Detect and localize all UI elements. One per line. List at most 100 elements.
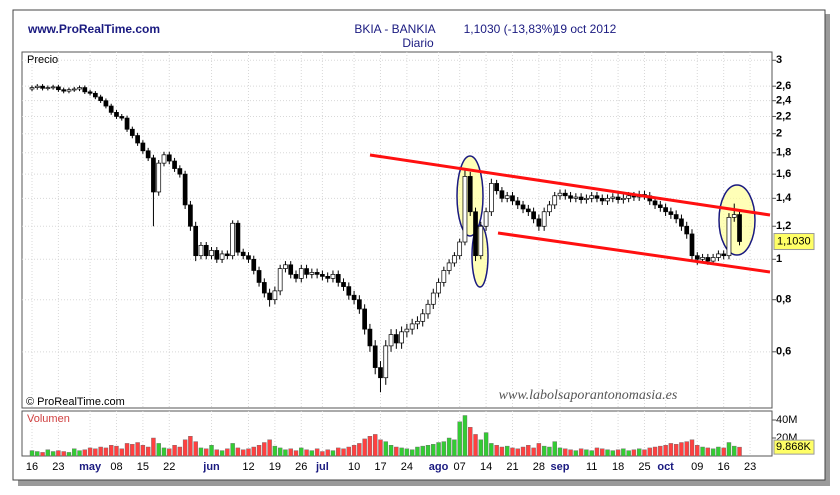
x-tick-label: 23 bbox=[52, 461, 64, 473]
volume-bar bbox=[420, 445, 425, 457]
volume-bar bbox=[541, 445, 547, 457]
volume-bar bbox=[452, 439, 457, 457]
volume-bar bbox=[536, 443, 542, 457]
x-tick-label: sep bbox=[551, 461, 570, 473]
volume-bar bbox=[600, 448, 605, 457]
candle-body bbox=[557, 192, 563, 197]
volume-bar bbox=[161, 447, 167, 457]
candle-body bbox=[357, 299, 362, 310]
volume-bar bbox=[219, 450, 225, 457]
x-tick-label: oct bbox=[657, 461, 674, 473]
volume-bar bbox=[256, 445, 262, 457]
last-close-label: 1,1030 bbox=[777, 235, 811, 247]
subtitle: Diario bbox=[402, 36, 434, 50]
volume-bar bbox=[673, 444, 679, 457]
volume-bar bbox=[441, 441, 447, 457]
candle-body bbox=[462, 176, 468, 243]
volume-bar bbox=[404, 448, 410, 457]
candle-body bbox=[668, 211, 674, 215]
candle-body bbox=[156, 162, 162, 193]
candle-body bbox=[87, 91, 93, 94]
volume-bar bbox=[489, 443, 494, 457]
x-tick-label: 08 bbox=[110, 461, 122, 473]
candle-body bbox=[483, 211, 489, 227]
candle-body bbox=[372, 345, 378, 368]
candle-body bbox=[536, 218, 542, 227]
volume-bar bbox=[721, 447, 726, 457]
x-tick-label: 17 bbox=[374, 461, 386, 473]
candle-body bbox=[589, 195, 595, 199]
volume-bar bbox=[605, 449, 610, 457]
candle-body bbox=[684, 225, 690, 235]
candle-body bbox=[293, 274, 299, 279]
volume-bar bbox=[66, 452, 72, 457]
volume-bar bbox=[336, 447, 341, 457]
volume-bar bbox=[130, 444, 135, 457]
volume-bar bbox=[293, 450, 299, 457]
candle-body bbox=[694, 255, 700, 260]
candle-body bbox=[473, 211, 478, 257]
candle-body bbox=[188, 204, 193, 227]
x-tick-label: 15 bbox=[137, 461, 149, 473]
candle-body bbox=[346, 286, 352, 296]
candle-body bbox=[425, 303, 431, 315]
candle-body bbox=[594, 195, 600, 199]
volume-bar bbox=[737, 446, 742, 457]
trend-line bbox=[497, 231, 771, 274]
date: 19 oct 2012 bbox=[554, 22, 617, 36]
volume-bar bbox=[415, 446, 420, 457]
candle-body bbox=[304, 268, 309, 275]
candle-body bbox=[615, 196, 621, 200]
candle-body bbox=[737, 214, 742, 242]
price-label: Precio bbox=[27, 54, 58, 66]
candle-body bbox=[494, 183, 499, 192]
candle-body bbox=[578, 196, 584, 200]
volume-bar bbox=[198, 447, 204, 457]
candle-body bbox=[129, 128, 135, 136]
volume-bar bbox=[446, 437, 452, 457]
candle-body bbox=[45, 87, 51, 89]
candle-body bbox=[726, 217, 732, 257]
volume-bar bbox=[230, 443, 235, 457]
candle-body bbox=[621, 197, 626, 200]
volume-bar bbox=[610, 450, 615, 457]
volume-bar bbox=[658, 445, 663, 457]
volume-bar bbox=[409, 449, 415, 457]
candle-body bbox=[415, 320, 420, 325]
volume-bar bbox=[140, 445, 146, 457]
last-volume-box bbox=[773, 439, 815, 455]
candle-body bbox=[409, 323, 415, 330]
volume-label: Volumen bbox=[27, 413, 70, 425]
candle-body bbox=[504, 195, 510, 199]
candle-body bbox=[367, 328, 373, 347]
candle-body bbox=[420, 313, 426, 322]
volume-bar bbox=[573, 450, 579, 457]
volume-bar bbox=[732, 445, 737, 457]
volume-bar bbox=[631, 449, 637, 457]
candle-body bbox=[34, 85, 40, 88]
x-tick-label: ago bbox=[429, 461, 449, 473]
candle-body bbox=[40, 85, 45, 89]
volume-bar bbox=[235, 447, 241, 457]
volume-bar bbox=[457, 421, 462, 457]
y-tick-label: 1,8 bbox=[776, 147, 791, 159]
volume-bar bbox=[98, 446, 103, 457]
volume-bar bbox=[663, 445, 668, 457]
last-close-box bbox=[773, 233, 815, 251]
volume-bar bbox=[151, 437, 156, 457]
candle-body bbox=[568, 195, 573, 199]
candle-body bbox=[277, 268, 283, 292]
volume-bar bbox=[473, 434, 478, 457]
volume-bar bbox=[679, 442, 684, 457]
price-panel bbox=[21, 51, 773, 409]
candle-body bbox=[663, 207, 668, 213]
candle-body bbox=[362, 308, 367, 330]
candle-body bbox=[140, 142, 146, 152]
volume-bar bbox=[156, 443, 161, 457]
candle-body bbox=[351, 294, 357, 301]
volume-bar bbox=[568, 449, 573, 457]
candle-body bbox=[325, 276, 331, 279]
candle-body bbox=[251, 258, 257, 271]
candle-body bbox=[467, 176, 473, 213]
